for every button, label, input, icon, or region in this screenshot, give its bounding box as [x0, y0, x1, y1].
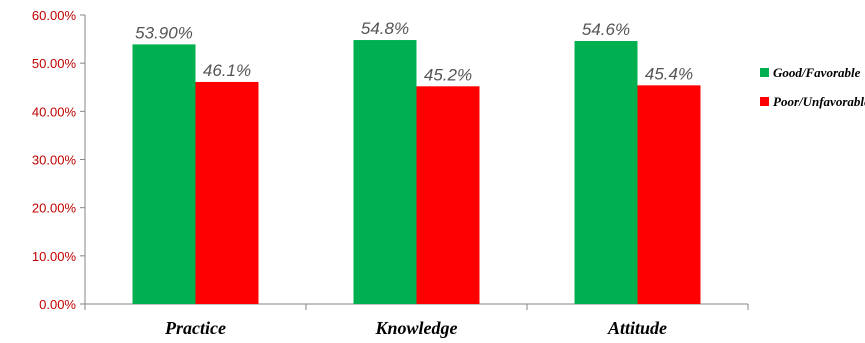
y-tick-label: 40.00% [32, 104, 77, 119]
data-label: 53.90% [135, 23, 193, 42]
bar-knowledge-1 [416, 86, 480, 304]
y-tick-label: 50.00% [32, 56, 77, 71]
y-tick-label: 10.00% [32, 249, 77, 264]
data-label: 45.4% [645, 64, 693, 83]
y-tick-label: 0.00% [39, 297, 76, 312]
x-tick-label: Knowledge [374, 318, 457, 338]
y-tick-label: 30.00% [32, 153, 77, 168]
bar-attitude-1 [637, 85, 701, 304]
x-tick-label: Practice [164, 318, 226, 338]
data-label: 46.1% [203, 61, 251, 80]
data-label: 54.8% [361, 19, 409, 38]
data-label: 54.6% [582, 20, 630, 39]
y-tick-label: 20.00% [32, 201, 77, 216]
legend-swatch [760, 97, 769, 106]
bar-practice-1 [195, 81, 259, 305]
legend-swatch [760, 68, 769, 77]
data-label: 45.2% [424, 65, 472, 84]
x-tick-label: Attitude [607, 318, 667, 338]
bar-knowledge-0 [353, 40, 417, 305]
bar-attitude-0 [574, 41, 638, 304]
legend-label: Good/Favorable [773, 65, 861, 80]
legend-label: Poor/Unfavorable [773, 94, 865, 109]
bar-practice-0 [132, 44, 196, 305]
y-tick-label: 60.00% [32, 8, 77, 23]
